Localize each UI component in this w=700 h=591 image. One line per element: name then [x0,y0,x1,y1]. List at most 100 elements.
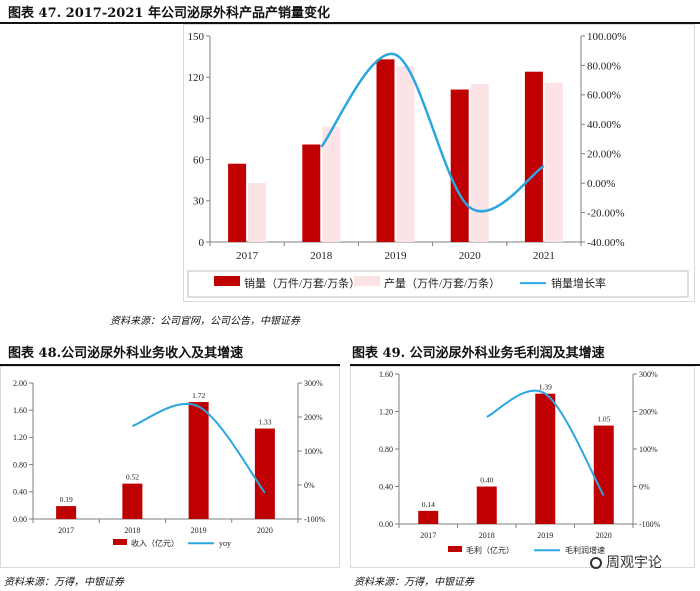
y-left-tick-label: 0.00 [379,520,393,529]
fig49-chart-panel: 0.00 0.40 0.80 1.20 1.60 -100% 0% 100% 200% 300% 2… [350,366,695,568]
y-right-tick-label: 200% [304,413,323,422]
y-right-tick-label: 100% [639,445,658,454]
y-right-tick-label: 0% [639,482,650,491]
y-left-tick-label: 0.00 [13,515,27,524]
legend-bar-swatch [113,539,127,545]
y-left-tick-label: 30 [193,196,205,208]
bar-secondary-2018 [322,126,341,242]
y-right-tick-label: 0.00% [587,178,615,190]
fig48-title: 图表 48.公司泌尿外科业务收入及其增速 [8,346,244,361]
bar-primary-2019 [535,393,556,524]
x-tick-label: 2020 [257,526,273,535]
watermark-text: 周观宇论 [606,555,662,571]
bar-data-label: 0.40 [480,476,493,485]
bar-primary-2017 [228,163,247,242]
bar-primary-2017 [418,510,439,524]
bar-secondary-2021 [544,82,563,242]
y-right-tick-label: -20.00% [587,207,625,219]
fig48-title-rule [0,364,340,366]
fig49-chart: 0.00 0.40 0.80 1.20 1.60 -100% 0% 100% 200% 300% 2… [379,370,661,555]
legend-bar-swatch [448,546,462,552]
x-tick-label: 2021 [533,250,555,262]
y-left-tick-label: 0.80 [13,460,27,469]
bar-primary-2019 [188,402,209,519]
y-right-tick-label: -40.00% [587,237,625,249]
x-tick-label: 2019 [191,526,207,535]
fig47-title-rule [0,22,700,24]
y-right-tick-label: 60.00% [587,90,621,102]
bar-primary-2020 [593,425,614,524]
fig48-chart: 0.00 0.40 0.80 1.20 1.60 2.00 -100% 0% 100% 200% 3… [13,379,326,548]
fig48-chart-panel: 0.00 0.40 0.80 1.20 1.60 2.00 -100% 0% 100% 200% 3… [0,366,340,568]
y-left-tick-label: 60 [193,154,205,166]
legend-bar-swatch [354,276,380,286]
bar-data-label: 0.52 [126,473,139,482]
bar-primary-2019 [376,59,395,243]
growth-line [486,389,605,497]
x-tick-label: 2017 [58,526,74,535]
bar-secondary-2019 [396,66,415,242]
fig47-chart-panel: 0 30 60 90 120 150 -40.00% -20.00% 0.00% 20.00% 40… [183,24,695,302]
legend-box [187,270,689,298]
y-right-tick-label: 0% [304,481,315,490]
x-tick-label: 2018 [310,250,333,262]
y-left-tick-label: 0.80 [379,445,393,454]
y-left-tick-label: 0.40 [13,488,27,497]
legend-bar-label: 销量（万件/万套/万条） [244,276,360,290]
fig47-source: 资料来源：公司官网，公司公告，中银证券 [110,316,300,327]
bar-data-label: 1.72 [192,391,205,400]
bar-primary-2018 [476,486,497,524]
y-left-tick-label: 120 [188,72,205,84]
x-tick-label: 2018 [124,526,140,535]
x-tick-label: 2017 [236,250,259,262]
legend-bar-swatch [214,276,240,286]
bar-secondary-2017 [248,182,267,242]
fig49-title-rule [350,364,700,366]
legend-bar-label: 产量（万件/万套/万条） [384,276,500,290]
y-left-tick-label: 0.40 [379,482,393,491]
y-right-tick-label: 100% [304,447,323,456]
y-right-tick-label: 40.00% [587,119,621,131]
bar-primary-2020 [254,428,275,519]
y-right-tick-label: 20.00% [587,149,621,161]
wechat-icon [590,557,602,569]
y-right-tick-label: 300% [639,370,658,379]
fig48-source: 资料来源：万得，中银证券 [4,577,124,588]
bar-primary-2021 [524,71,543,242]
growth-line [132,403,266,494]
bar-primary-2018 [302,144,321,242]
bar-data-label: 0.14 [422,500,435,509]
bar-data-label: 0.19 [60,495,73,504]
y-right-tick-label: 100.00% [587,31,626,43]
x-tick-label: 2020 [459,250,482,262]
x-tick-label: 2019 [385,250,408,262]
growth-line [320,52,545,213]
bar-data-label: 1.39 [539,383,552,392]
bar-primary-2018 [122,483,143,519]
y-right-tick-label: -100% [304,515,326,524]
x-tick-label: 2017 [420,531,436,540]
bar-primary-2017 [56,506,77,519]
bar-primary-2020 [450,89,469,242]
x-tick-label: 2018 [479,531,495,540]
x-tick-label: 2020 [596,531,612,540]
y-left-tick-label: 1.20 [13,433,27,442]
y-left-tick-label: 150 [188,31,205,43]
y-right-tick-label: 80.00% [587,60,621,72]
y-left-tick-label: 2.00 [13,379,27,388]
y-right-tick-label: 200% [639,407,658,416]
y-right-tick-label: -100% [639,520,661,529]
y-left-tick-label: 90 [193,113,205,125]
watermark: 周观宇论 [590,552,662,572]
y-left-tick-label: 1.60 [13,406,27,415]
legend-line-label: yoy [219,539,231,548]
fig47-chart: 0 30 60 90 120 150 -40.00% -20.00% 0.00% 20.00% 40… [187,31,689,298]
bar-secondary-2020 [470,84,489,242]
fig47-title: 图表 47. 2017-2021 年公司泌尿外科产品产销量变化 [8,6,330,21]
bar-data-label: 1.05 [597,415,610,424]
fig49-source: 资料来源：万得，中银证券 [354,577,474,588]
y-left-tick-label: 1.60 [379,370,393,379]
legend-line-label: 毛利润增速 [565,545,605,555]
y-right-tick-label: 300% [304,379,323,388]
x-tick-label: 2019 [537,531,553,540]
